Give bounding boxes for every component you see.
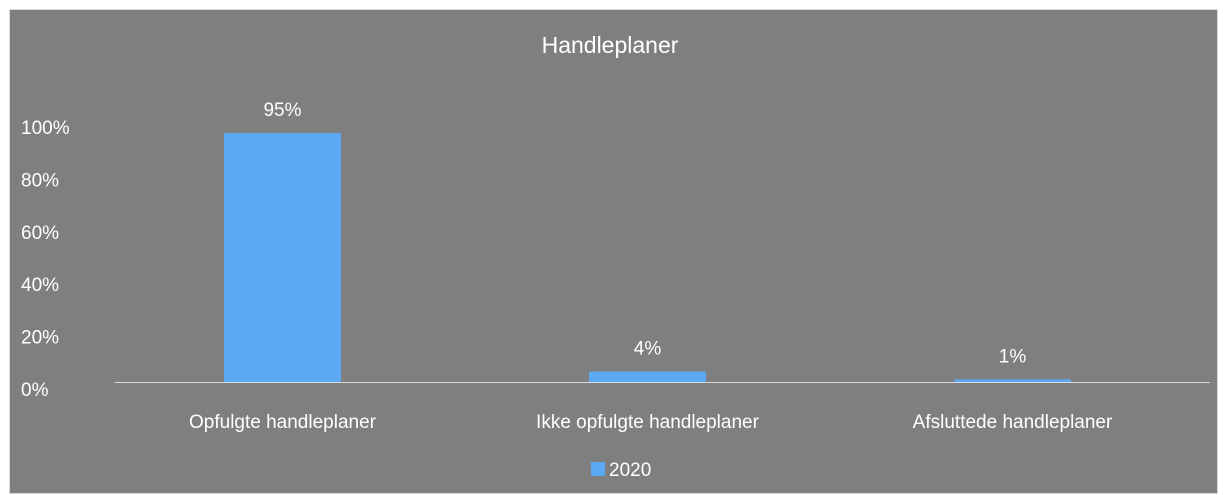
bar [224,133,341,382]
chart-frame: Handleplaner 0% 20% 40% 60% 80% 100% 95% 4% 1% … [9,9,1218,494]
bar-chart: Handleplaner 0%20%40%60%80%100% 95%4% 1% … [21,32,1210,481]
category-label: Afsluttede handleplaner [913,412,1113,433]
chart-title: Handleplaner [542,32,679,58]
category-labels: Opfulgte handleplaner Ikke opfulgte handl… [189,412,1113,433]
bars [224,133,1071,382]
y-tick-label: 0% [21,380,49,401]
y-tick-label: 80% [21,170,59,191]
category-label: Ikke opfulgte handleplaner [536,412,760,433]
data-label: 95% [263,100,301,121]
legend-label-2020: 2020 [609,460,651,481]
legend: 2020 [591,460,651,481]
y-tick-label: 40% [21,275,59,296]
y-tick-label: 20% [21,328,59,349]
bar [589,371,706,382]
data-label: 1% [999,346,1027,367]
y-tick-label: 60% [21,223,59,244]
y-axis-ticks: 0% 20% 40% 60% 80% 100% [21,118,70,401]
bar [954,379,1071,382]
category-label: Opfulgte handleplaner [189,412,377,433]
data-label: 4% [634,339,662,360]
data-labels: 95% 4% 1% [263,100,1026,367]
legend-swatch-2020 [591,462,605,476]
y-tick-label: 100% [21,118,70,139]
